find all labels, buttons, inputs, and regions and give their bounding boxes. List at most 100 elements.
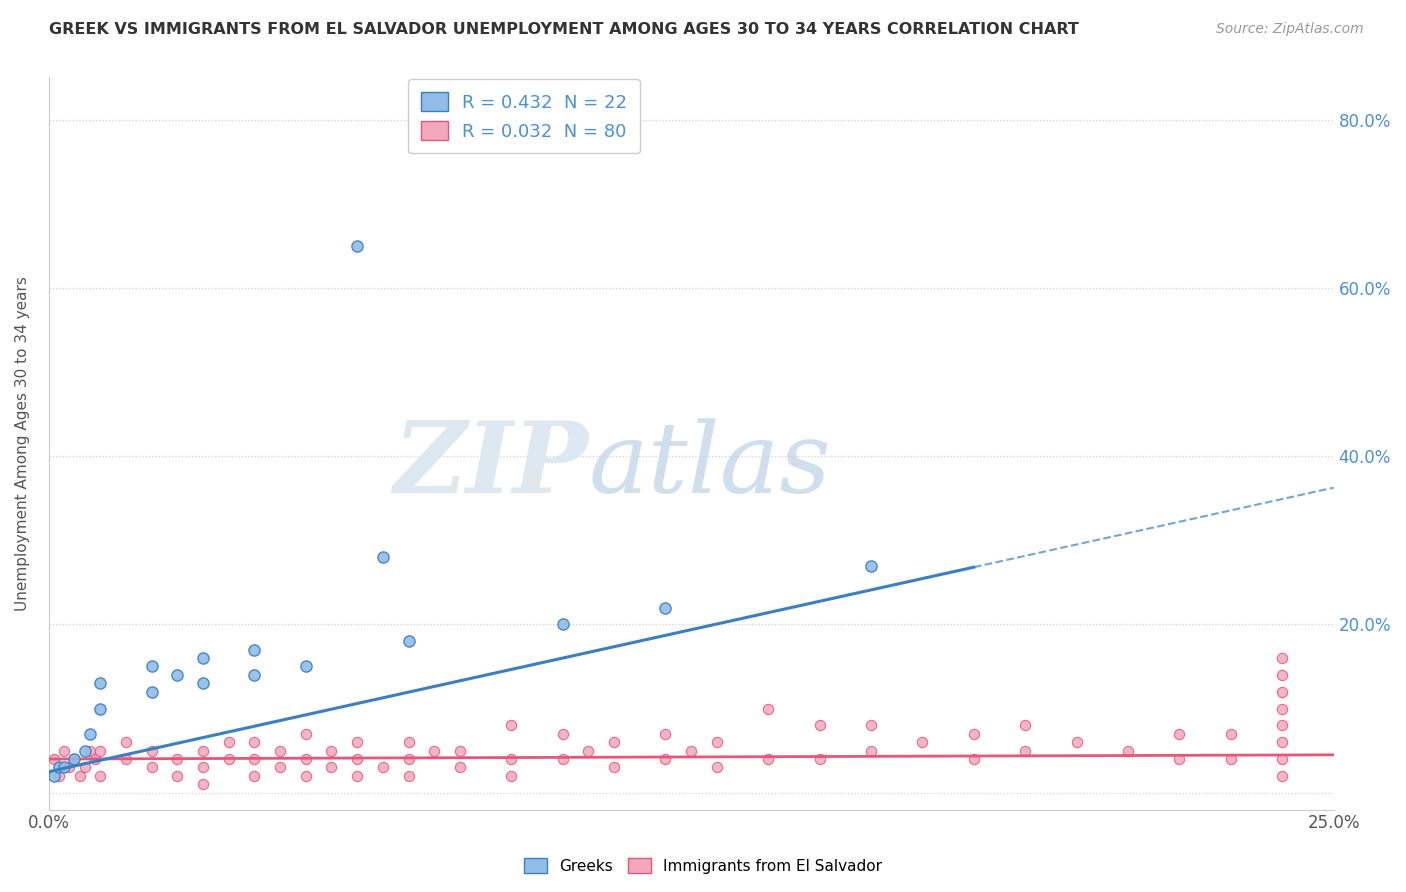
Point bbox=[1168, 752, 1191, 766]
Point bbox=[398, 769, 420, 783]
Point bbox=[63, 752, 86, 766]
Point bbox=[346, 752, 368, 766]
Point bbox=[218, 735, 240, 749]
Point bbox=[166, 668, 188, 682]
Legend: R = 0.432  N = 22, R = 0.032  N = 80: R = 0.432 N = 22, R = 0.032 N = 80 bbox=[408, 79, 640, 153]
Point bbox=[654, 600, 676, 615]
Point bbox=[191, 676, 214, 690]
Point bbox=[654, 727, 676, 741]
Point bbox=[1168, 727, 1191, 741]
Point bbox=[42, 769, 65, 783]
Point bbox=[576, 744, 599, 758]
Point bbox=[449, 760, 471, 774]
Point bbox=[294, 659, 316, 673]
Point bbox=[398, 752, 420, 766]
Point bbox=[115, 735, 138, 749]
Point bbox=[141, 684, 163, 698]
Point bbox=[53, 744, 76, 758]
Point bbox=[860, 558, 883, 573]
Point bbox=[808, 752, 831, 766]
Point bbox=[423, 744, 446, 758]
Point bbox=[141, 744, 163, 758]
Point bbox=[1271, 684, 1294, 698]
Point bbox=[294, 752, 316, 766]
Point bbox=[243, 769, 266, 783]
Point bbox=[1116, 744, 1139, 758]
Point bbox=[79, 727, 101, 741]
Point bbox=[681, 744, 703, 758]
Point bbox=[321, 760, 343, 774]
Point bbox=[963, 727, 986, 741]
Point bbox=[48, 760, 70, 774]
Point bbox=[58, 760, 80, 774]
Point bbox=[911, 735, 934, 749]
Point bbox=[371, 550, 394, 565]
Point bbox=[346, 769, 368, 783]
Point bbox=[860, 744, 883, 758]
Point bbox=[756, 701, 779, 715]
Point bbox=[1271, 752, 1294, 766]
Point bbox=[166, 769, 188, 783]
Point bbox=[756, 752, 779, 766]
Point bbox=[166, 752, 188, 766]
Point bbox=[1066, 735, 1088, 749]
Point bbox=[89, 701, 111, 715]
Point bbox=[218, 752, 240, 766]
Point bbox=[191, 760, 214, 774]
Point bbox=[1014, 744, 1036, 758]
Y-axis label: Unemployment Among Ages 30 to 34 years: Unemployment Among Ages 30 to 34 years bbox=[15, 276, 30, 611]
Point bbox=[243, 735, 266, 749]
Text: atlas: atlas bbox=[588, 417, 831, 513]
Point bbox=[501, 718, 523, 732]
Point bbox=[269, 744, 291, 758]
Point bbox=[115, 752, 138, 766]
Point bbox=[398, 634, 420, 648]
Point bbox=[1219, 727, 1241, 741]
Point bbox=[603, 760, 626, 774]
Point bbox=[808, 718, 831, 732]
Point bbox=[73, 760, 96, 774]
Point bbox=[346, 735, 368, 749]
Point bbox=[1271, 701, 1294, 715]
Point bbox=[141, 659, 163, 673]
Point bbox=[321, 744, 343, 758]
Point bbox=[1271, 769, 1294, 783]
Point bbox=[551, 617, 574, 632]
Point bbox=[1271, 668, 1294, 682]
Point bbox=[1271, 735, 1294, 749]
Point bbox=[1271, 718, 1294, 732]
Point bbox=[48, 769, 70, 783]
Point bbox=[1271, 651, 1294, 665]
Point bbox=[501, 752, 523, 766]
Point bbox=[243, 668, 266, 682]
Point bbox=[654, 752, 676, 766]
Point bbox=[89, 676, 111, 690]
Point bbox=[860, 718, 883, 732]
Point bbox=[371, 760, 394, 774]
Point bbox=[346, 238, 368, 252]
Point bbox=[294, 727, 316, 741]
Point bbox=[42, 752, 65, 766]
Point bbox=[63, 752, 86, 766]
Text: ZIP: ZIP bbox=[394, 417, 588, 514]
Point bbox=[191, 744, 214, 758]
Point bbox=[243, 752, 266, 766]
Text: GREEK VS IMMIGRANTS FROM EL SALVADOR UNEMPLOYMENT AMONG AGES 30 TO 34 YEARS CORR: GREEK VS IMMIGRANTS FROM EL SALVADOR UNE… bbox=[49, 22, 1078, 37]
Text: Source: ZipAtlas.com: Source: ZipAtlas.com bbox=[1216, 22, 1364, 37]
Point bbox=[963, 752, 986, 766]
Point bbox=[243, 642, 266, 657]
Point bbox=[69, 769, 91, 783]
Point bbox=[89, 744, 111, 758]
Point bbox=[53, 760, 76, 774]
Point bbox=[1014, 718, 1036, 732]
Point bbox=[398, 735, 420, 749]
Point bbox=[706, 735, 728, 749]
Point bbox=[294, 769, 316, 783]
Point bbox=[73, 744, 96, 758]
Point bbox=[706, 760, 728, 774]
Point bbox=[603, 735, 626, 749]
Point bbox=[269, 760, 291, 774]
Point bbox=[551, 727, 574, 741]
Point bbox=[501, 769, 523, 783]
Point bbox=[1219, 752, 1241, 766]
